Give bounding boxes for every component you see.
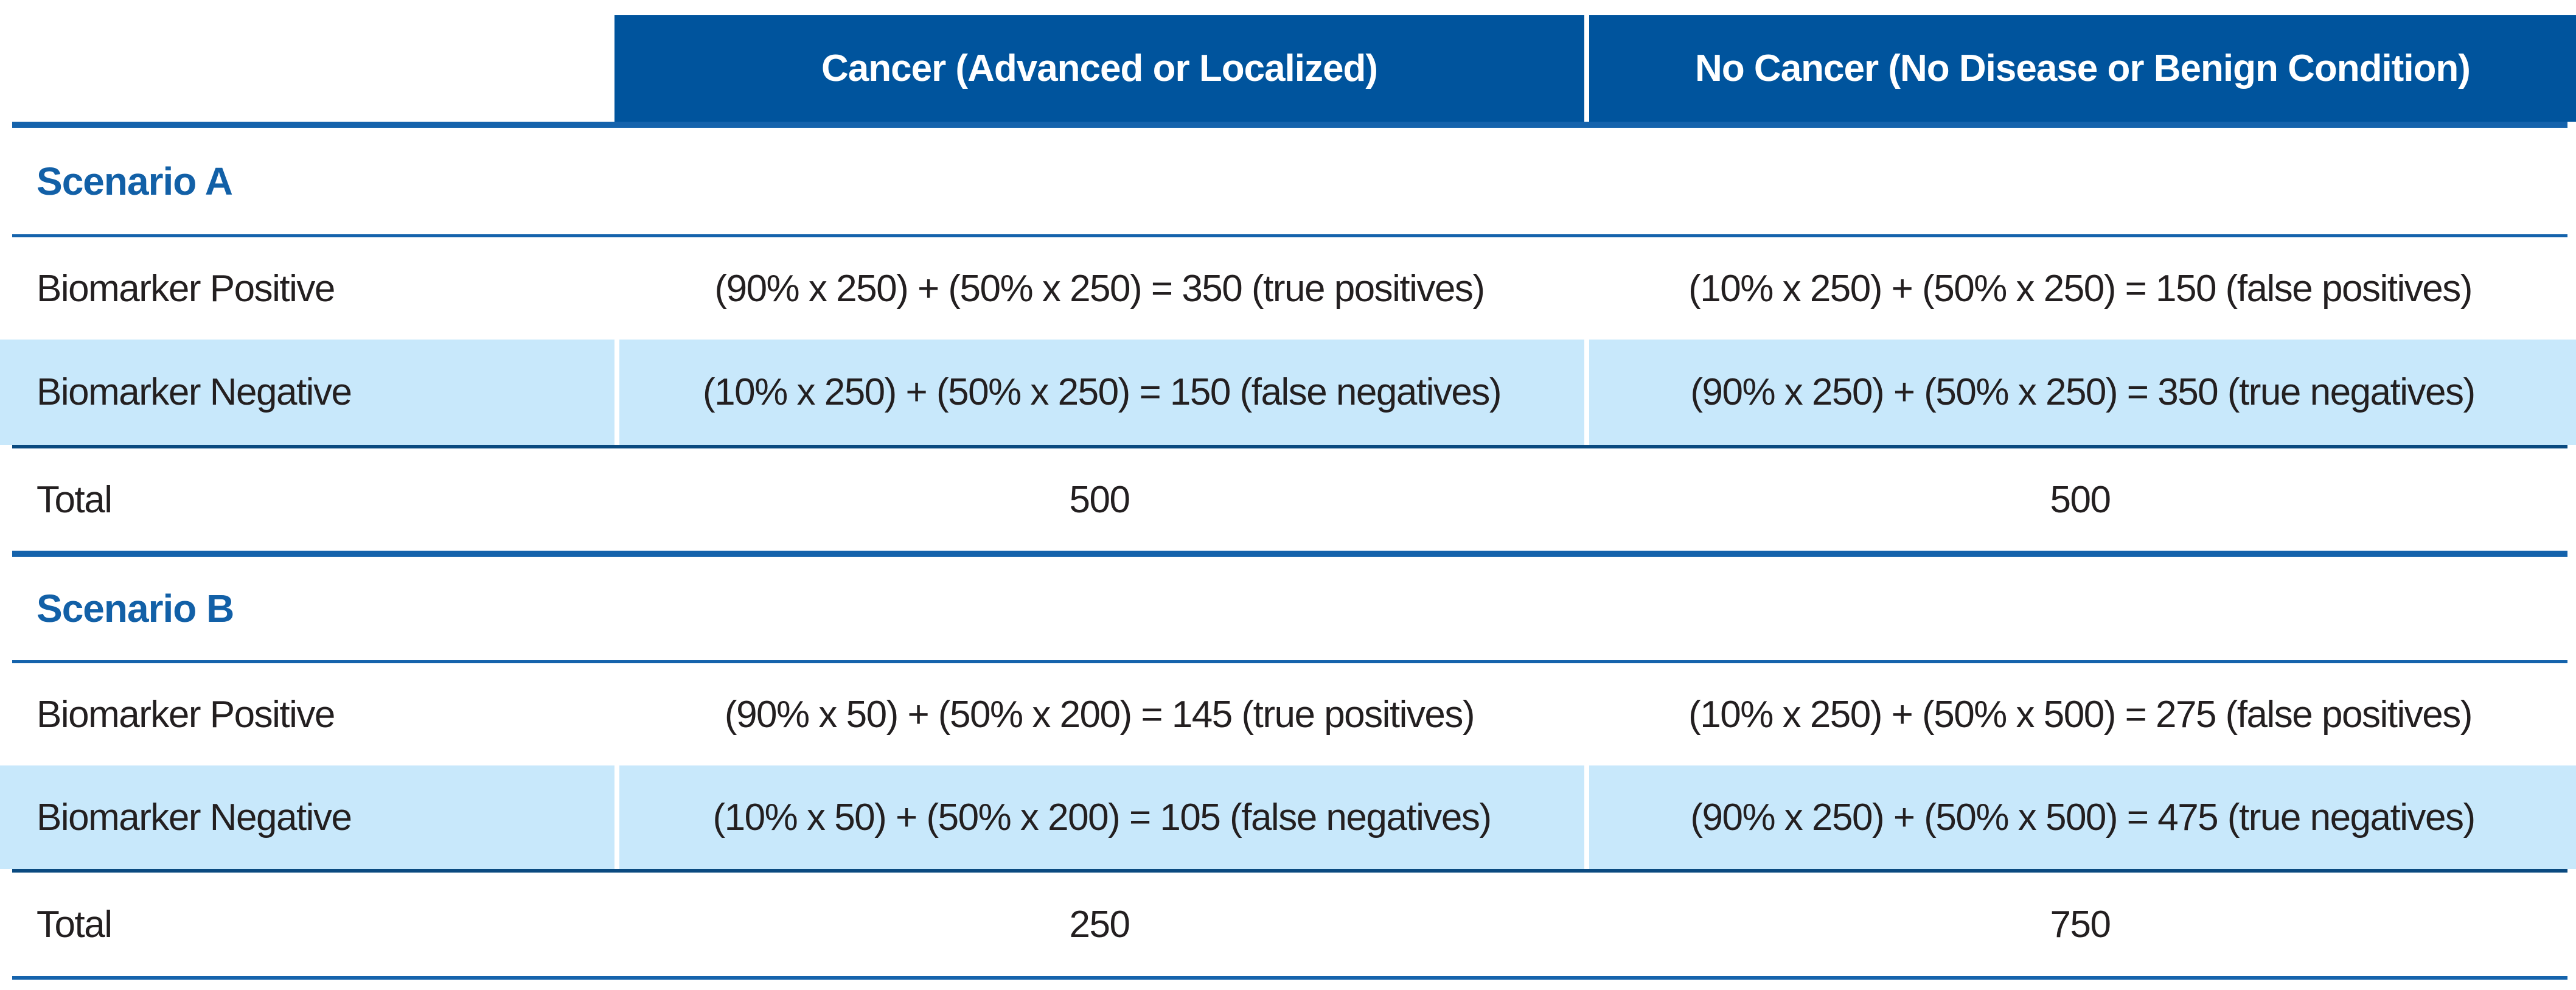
scenario-a-title: Scenario A [37,159,233,203]
table-row-b-biomarker-positive: Biomarker Positive (90% x 50) + (50% x 2… [0,663,2576,765]
table-header-row: Cancer (Advanced or Localized) No Cancer… [0,15,2576,122]
total-value-no-cancer: 750 [2050,903,2111,946]
row-label: Total [37,478,113,521]
row-label: Total [37,903,113,946]
total-value-no-cancer: 500 [2050,478,2111,521]
rule-under-scenario-b [12,660,2567,663]
column-header-cancer: Cancer (Advanced or Localized) [614,15,1584,122]
total-value-cancer: 250 [1069,903,1130,946]
table-row-a-biomarker-positive: Biomarker Positive (90% x 250) + (50% x … [0,237,2576,340]
row-label: Biomarker Positive [37,693,335,736]
rule-under-a-negative [12,445,2567,448]
rule-under-a-total [12,551,2567,557]
scenario-b-title: Scenario B [37,587,234,630]
column-header-no-cancer: No Cancer (No Disease or Benign Conditio… [1584,15,2576,122]
total-value-cancer: 500 [1069,478,1130,521]
rule-under-b-negative [12,869,2567,873]
table-row-a-biomarker-negative: Biomarker Negative (10% x 250) + (50% x … [0,340,2576,445]
row-label: Biomarker Negative [37,796,352,838]
formula-cell-no-cancer: (90% x 250) + (50% x 500) = 475 (true ne… [1584,765,2576,869]
header-corner-cell [0,15,614,122]
section-row-scenario-b: Scenario B [0,557,2576,660]
formula-cell-no-cancer: (10% x 250) + (50% x 250) = 150 (false p… [1688,267,2473,310]
rule-under-header [12,122,2567,128]
formula-cell-no-cancer: (10% x 250) + (50% x 500) = 275 (false p… [1688,693,2473,736]
formula-cell-no-cancer: (90% x 250) + (50% x 250) = 350 (true ne… [1584,340,2576,445]
formula-cell-cancer: (10% x 250) + (50% x 250) = 150 (false n… [614,340,1584,445]
table-row-b-total: Total 250 750 [0,873,2576,976]
formula-cell-cancer: (90% x 50) + (50% x 200) = 145 (true pos… [724,693,1475,736]
row-label: Biomarker Negative [37,371,352,413]
formula-cell-cancer: (90% x 250) + (50% x 250) = 350 (true po… [714,267,1485,310]
table-row-a-total: Total 500 500 [0,448,2576,551]
row-label: Biomarker Positive [37,267,335,310]
contingency-table: Cancer (Advanced or Localized) No Cancer… [0,15,2576,980]
section-row-scenario-a: Scenario A [0,128,2576,234]
formula-cell-cancer: (10% x 50) + (50% x 200) = 105 (false ne… [614,765,1584,869]
table-row-b-biomarker-negative: Biomarker Negative (10% x 50) + (50% x 2… [0,765,2576,869]
rule-table-bottom [12,976,2567,980]
rule-under-scenario-a [12,234,2567,237]
